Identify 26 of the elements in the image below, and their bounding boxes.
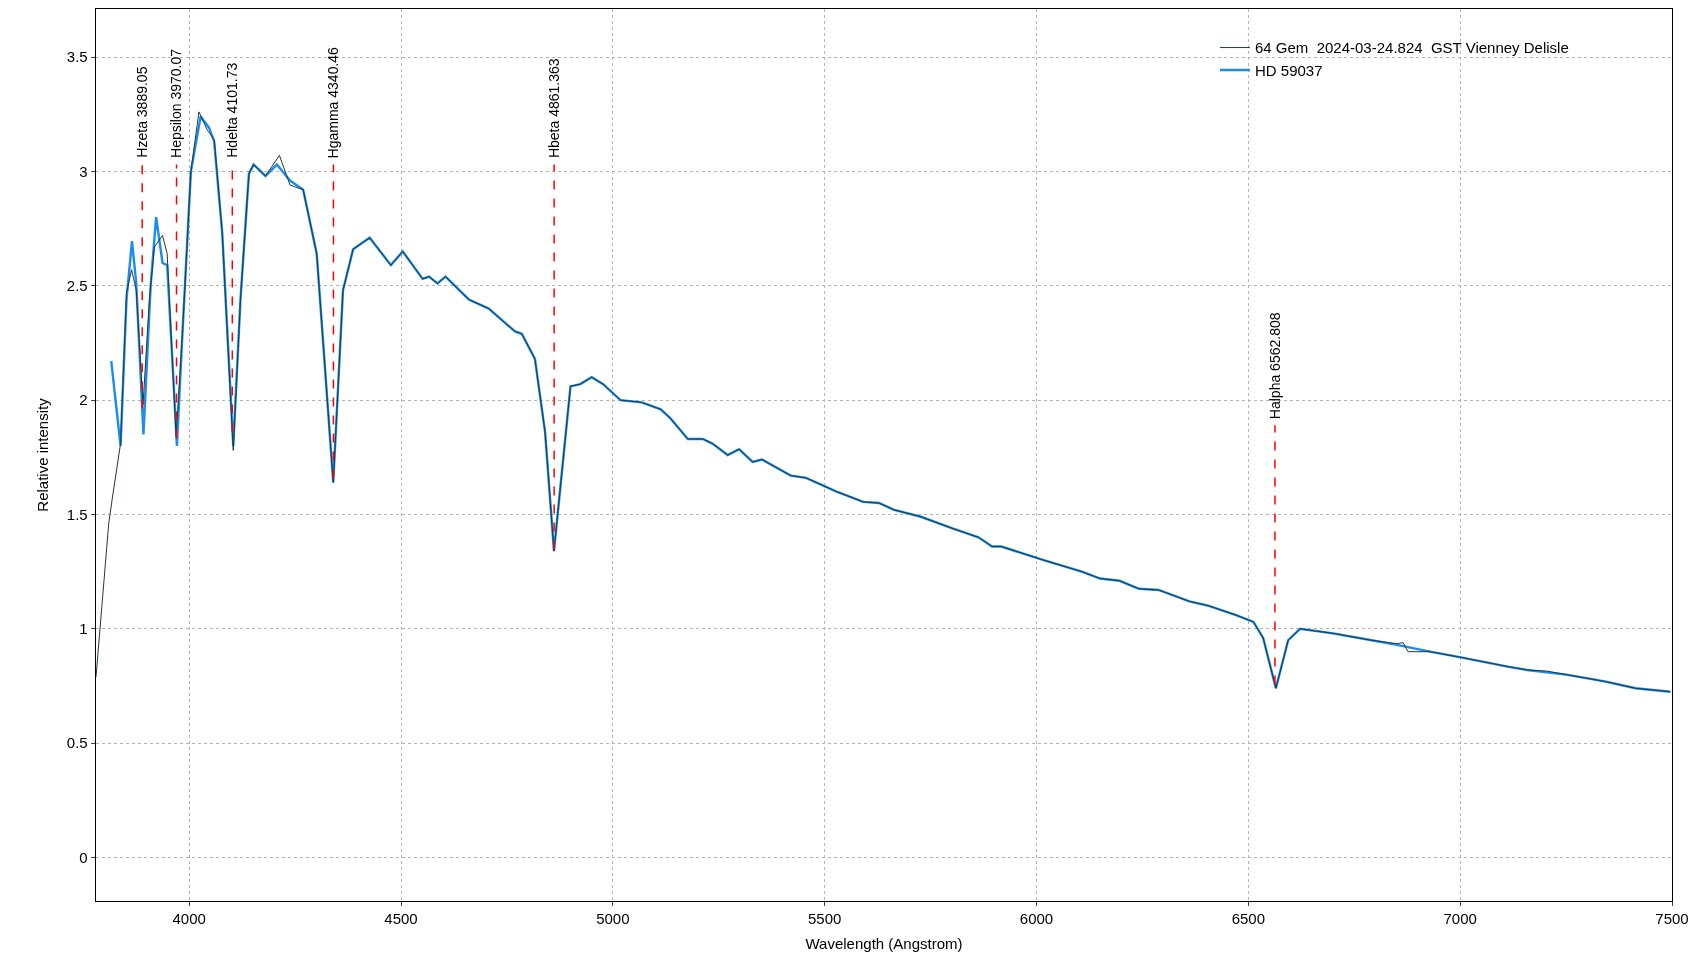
x-tick-label: 5000 (596, 910, 630, 928)
y-tick-label: 1.5 (66, 505, 88, 523)
x-tick-label: 5500 (808, 910, 842, 928)
y-tick-label: 3.5 (66, 48, 88, 66)
y-tick-label: 0 (79, 848, 88, 866)
ref-line-label: Hepsilon 3970.07 (168, 48, 185, 158)
y-tick-label: 0.5 (66, 734, 88, 752)
x-tick-label: 6000 (1019, 910, 1054, 928)
ref-line-label: Hdelta 4101.73 (223, 62, 240, 158)
ref-line-label: Halpha 6562.808 (1266, 312, 1283, 420)
legend-label: HD 59037 (1254, 61, 1323, 79)
y-tick-label: 2 (79, 391, 88, 409)
x-tick-label: 4500 (384, 910, 418, 928)
x-axis-title: Wavelength (Angstrom) (805, 935, 963, 953)
y-tick-label: 3 (79, 162, 88, 180)
x-tick-label: 6500 (1231, 910, 1266, 928)
ref-line-label: Hgamma 4340.46 (325, 46, 342, 159)
y-tick-label: 2.5 (66, 277, 88, 294)
x-tick-label: 4000 (172, 910, 206, 928)
y-axis-title: Relative intensity (34, 397, 52, 512)
ref-line-label: Hbeta 4861.363 (546, 58, 563, 159)
ref-line-label: Hzeta 3889.05 (133, 66, 150, 158)
x-tick-label: 7000 (1443, 910, 1477, 928)
x-tick-label: 7500 (1655, 910, 1689, 928)
legend-label: 64 Gem 2024-03-24.824 GST Vienney Delisle (1254, 39, 1569, 57)
y-tick-label: 1 (79, 620, 88, 638)
